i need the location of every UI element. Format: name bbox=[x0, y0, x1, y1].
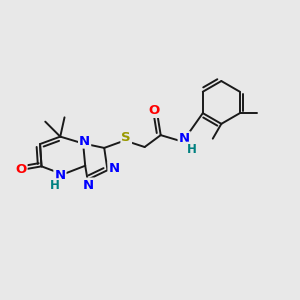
Text: N: N bbox=[109, 162, 120, 175]
Text: O: O bbox=[15, 163, 27, 176]
Text: H: H bbox=[187, 142, 196, 156]
Text: H: H bbox=[50, 179, 59, 192]
Text: N: N bbox=[54, 169, 65, 182]
Text: N: N bbox=[82, 178, 94, 192]
Text: O: O bbox=[148, 104, 160, 117]
Text: N: N bbox=[178, 132, 190, 145]
Text: S: S bbox=[122, 131, 131, 144]
Text: N: N bbox=[79, 135, 90, 148]
